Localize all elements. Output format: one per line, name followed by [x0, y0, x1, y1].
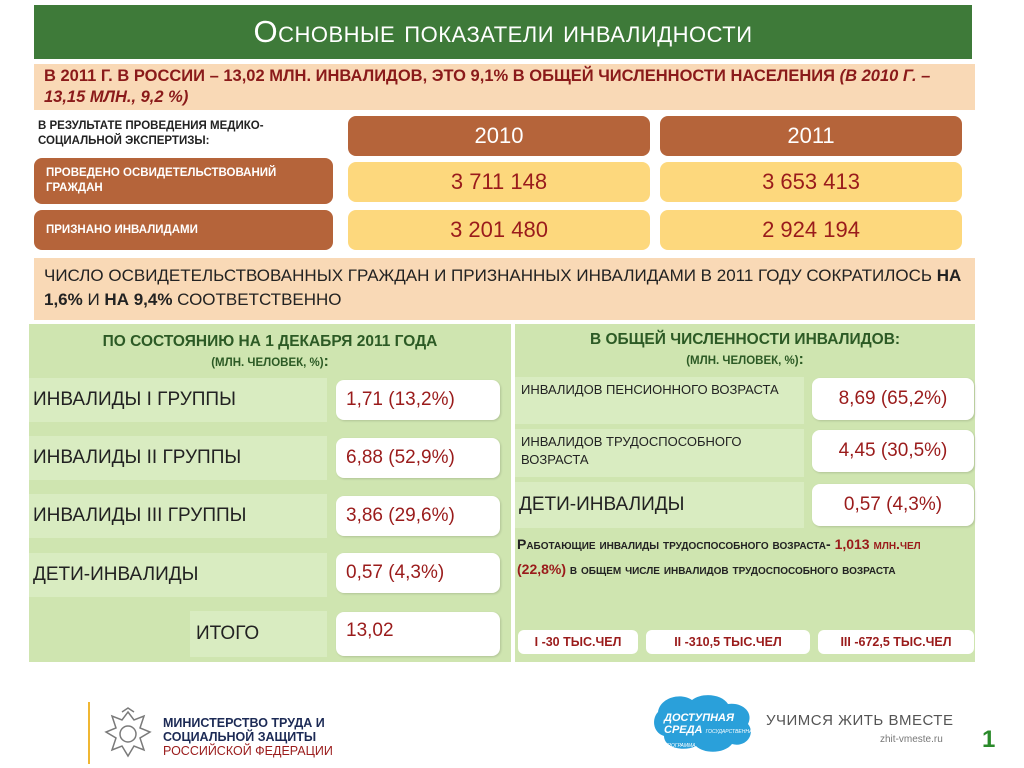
left-panel-colon: :: [323, 353, 329, 370]
year-header-2010: 2010: [348, 116, 650, 156]
page-number: 1: [982, 726, 996, 753]
decline-notice: ЧИСЛО ОСВИДЕТЕЛЬСТВОВАННЫХ ГРАЖДАН И ПРИ…: [34, 258, 975, 320]
right-row-value-working-age: 4,45 (30,5%): [812, 430, 974, 472]
right-panel-title-text: В ОБЩЕЙ ЧИСЛЕННОСТИ ИНВАЛИДОВ:: [589, 331, 901, 348]
total-bg: [190, 611, 327, 657]
total-label: ИТОГО: [196, 623, 260, 644]
right-row-label-pension: ИНВАЛИДОВ ПЕНСИОННОГО ВОЗРАСТА: [515, 377, 804, 424]
website-url: zhit-vmeste.ru: [880, 734, 943, 745]
left-row-label-group1: ИНВАЛИДЫ I ГРУППЫ: [33, 389, 236, 410]
notice-text: ЧИСЛО ОСВИДЕТЕЛЬСТВОВАННЫХ ГРАЖДАН И ПРИ…: [44, 266, 937, 285]
right-row-value-children: 0,57 (4,3%): [812, 484, 974, 526]
left-row-label-group2: ИНВАЛИДЫ II ГРУППЫ: [33, 447, 242, 468]
notice-pct-2: НА 9,4%: [104, 290, 173, 309]
left-row-value-group1: 1,71 (13,2%): [336, 380, 500, 420]
right-row-value-pension: 8,69 (65,2%): [812, 378, 974, 420]
page-title: Основные показатели инвалидности: [34, 5, 972, 59]
left-row-label-group3: ИНВАЛИДЫ III ГРУППЫ: [33, 505, 247, 526]
notice-end: СООТВЕТСТВЕННО: [172, 290, 342, 309]
logo-line1: ДОСТУПНАЯ: [664, 712, 735, 724]
left-row-value-children: 0,57 (4,3%): [336, 553, 500, 593]
left-panel-title-text: ПО СОСТОЯНИЮ НА 1 ДЕКАБРЯ 2011 ГОДА: [102, 333, 438, 350]
value-examinations-2010: 3 711 148: [348, 162, 650, 202]
right-panel-colon: :: [798, 351, 804, 368]
left-row-value-group3: 3,86 (29,6%): [336, 496, 500, 536]
left-row-label-children: ДЕТИ-ИНВАЛИДЫ: [33, 564, 199, 585]
working-text-part1: Работающие инвалиды трудоспособного возр…: [517, 536, 835, 552]
logo-small: ГОСУДАРСТВЕННАЯ ПРОГРАММА: [664, 729, 756, 749]
working-group3: III -672,5 ТЫС.ЧЕЛ: [818, 630, 974, 654]
intro-text: В 2011 Г. В РОССИИ – 13,02 МЛН. ИНВАЛИДО…: [44, 67, 840, 85]
motto-text: УЧИМСЯ ЖИТЬ ВМЕСТЕ: [766, 712, 954, 729]
notice-and: И: [82, 290, 105, 309]
row-label-recognized: ПРИЗНАНО ИНВАЛИДАМИ: [34, 210, 333, 250]
right-panel-subtitle: (МЛН. ЧЕЛОВЕК, %): [686, 355, 799, 367]
right-row-label-working-age: ИНВАЛИДОВ ТРУДОСПОСОБНОГО ВОЗРАСТА: [515, 429, 804, 477]
logo-line2: СРЕДА: [664, 724, 703, 736]
working-text-part2: в общем числе инвалидов трудоспособного …: [566, 561, 896, 577]
value-recognized-2011: 2 924 194: [660, 210, 962, 250]
right-row-label-children: ДЕТИ-ИНВАЛИДЫ: [515, 482, 804, 528]
working-group1: I -30 ТЫС.ЧЕЛ: [518, 630, 638, 654]
value-recognized-2010: 3 201 480: [348, 210, 650, 250]
total-value: 13,02: [336, 612, 500, 656]
year-header-2011: 2011: [660, 116, 962, 156]
mse-label: В РЕЗУЛЬТАТЕ ПРОВЕДЕНИЯ МЕДИКО-СОЦИАЛЬНО…: [38, 120, 264, 147]
left-row-bg: [29, 494, 327, 538]
left-panel-title: ПО СОСТОЯНИЮ НА 1 ДЕКАБРЯ 2011 ГОДА (МЛН…: [32, 332, 508, 373]
ministry-name: МИНИСТЕРСТВО ТРУДА И СОЦИАЛЬНОЙ ЗАЩИТЫ Р…: [163, 716, 333, 758]
logo-text: ДОСТУПНАЯ СРЕДА ГОСУДАРСТВЕННАЯ ПРОГРАММ…: [664, 712, 760, 752]
intro-banner: В 2011 Г. В РОССИИ – 13,02 МЛН. ИНВАЛИДО…: [34, 64, 975, 110]
right-panel-title: В ОБЩЕЙ ЧИСЛЕННОСТИ ИНВАЛИДОВ: (МЛН. ЧЕЛ…: [515, 330, 975, 371]
working-group2: II -310,5 ТЫС.ЧЕЛ: [646, 630, 810, 654]
ministry-line2: СОЦИАЛЬНОЙ ЗАЩИТЫ: [163, 730, 317, 744]
working-count: 1,013 млн.чел (22,8%): [517, 536, 921, 577]
working-disabled-text: Работающие инвалиды трудоспособного возр…: [517, 532, 972, 582]
intro-comparison: (В 2010 Г. – 13,15 МЛН., 9,2 %): [44, 67, 931, 106]
coat-of-arms-icon: [100, 706, 156, 762]
left-row-value-group2: 6,88 (52,9%): [336, 438, 500, 478]
left-row-bg: [29, 553, 327, 597]
left-row-bg: [29, 436, 327, 480]
left-panel-subtitle: (МЛН. ЧЕЛОВЕК, %): [211, 357, 324, 369]
footer-divider: [88, 702, 90, 764]
left-row-bg: [29, 378, 327, 422]
ministry-line3: РОССИЙСКОЙ ФЕДЕРАЦИИ: [163, 744, 333, 758]
accessible-environment-logo: ДОСТУПНАЯ СРЕДА ГОСУДАРСТВЕННАЯ ПРОГРАММ…: [650, 690, 760, 756]
value-examinations-2011: 3 653 413: [660, 162, 962, 202]
notice-pct-1: НА 1,6%: [44, 266, 962, 309]
row-label-examinations: ПРОВЕДЕНО ОСВИДЕТЕЛЬСТВОВАНИЙ ГРАЖДАН: [34, 158, 333, 204]
ministry-line1: МИНИСТЕРСТВО ТРУДА И: [163, 716, 325, 730]
